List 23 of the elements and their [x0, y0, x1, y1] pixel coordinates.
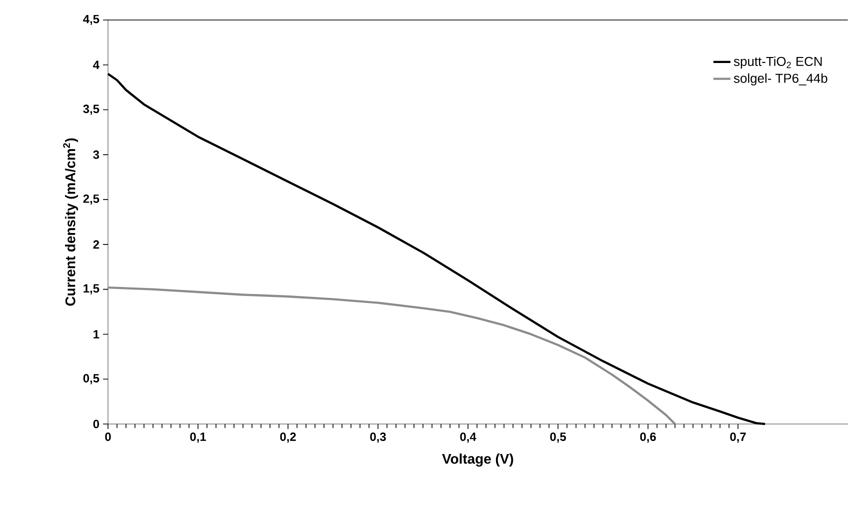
x-tick-label: 0,3	[370, 432, 386, 443]
x-tick-label: 0,5	[550, 432, 566, 443]
x-tick-label: 0,2	[280, 432, 296, 443]
legend-label: sputt-TiO$_{2}$ ECN	[734, 56, 822, 69]
y-tick-label: 3	[93, 150, 100, 159]
y-axis-title: Current density (mA/cm$^{2}$)	[63, 138, 78, 306]
x-tick-label: 0,1	[190, 432, 206, 443]
x-tick-label: 0,4	[460, 432, 476, 443]
y-tick-label: 0,5	[83, 374, 100, 384]
y-tick-label: 2,5	[83, 194, 100, 205]
x-tick-label: 0,7	[730, 432, 746, 443]
y-tick-label: 1,5	[84, 284, 100, 294]
x-axis-title: Voltage (V)	[442, 454, 514, 467]
legend-label: solgel- TP6_44b	[734, 73, 828, 86]
x-tick-label: 0	[105, 432, 111, 441]
y-tick-label: 4,5	[83, 14, 100, 26]
line-series	[106, 286, 676, 426]
y-tick-label: 2	[93, 240, 100, 249]
y-tick-label: 3,5	[83, 104, 100, 115]
x-tick-label: 0,6	[640, 432, 656, 443]
y-tick-label: 0	[93, 420, 100, 428]
y-tick-label: 1	[94, 330, 100, 338]
y-tick-label: 4	[93, 60, 100, 69]
